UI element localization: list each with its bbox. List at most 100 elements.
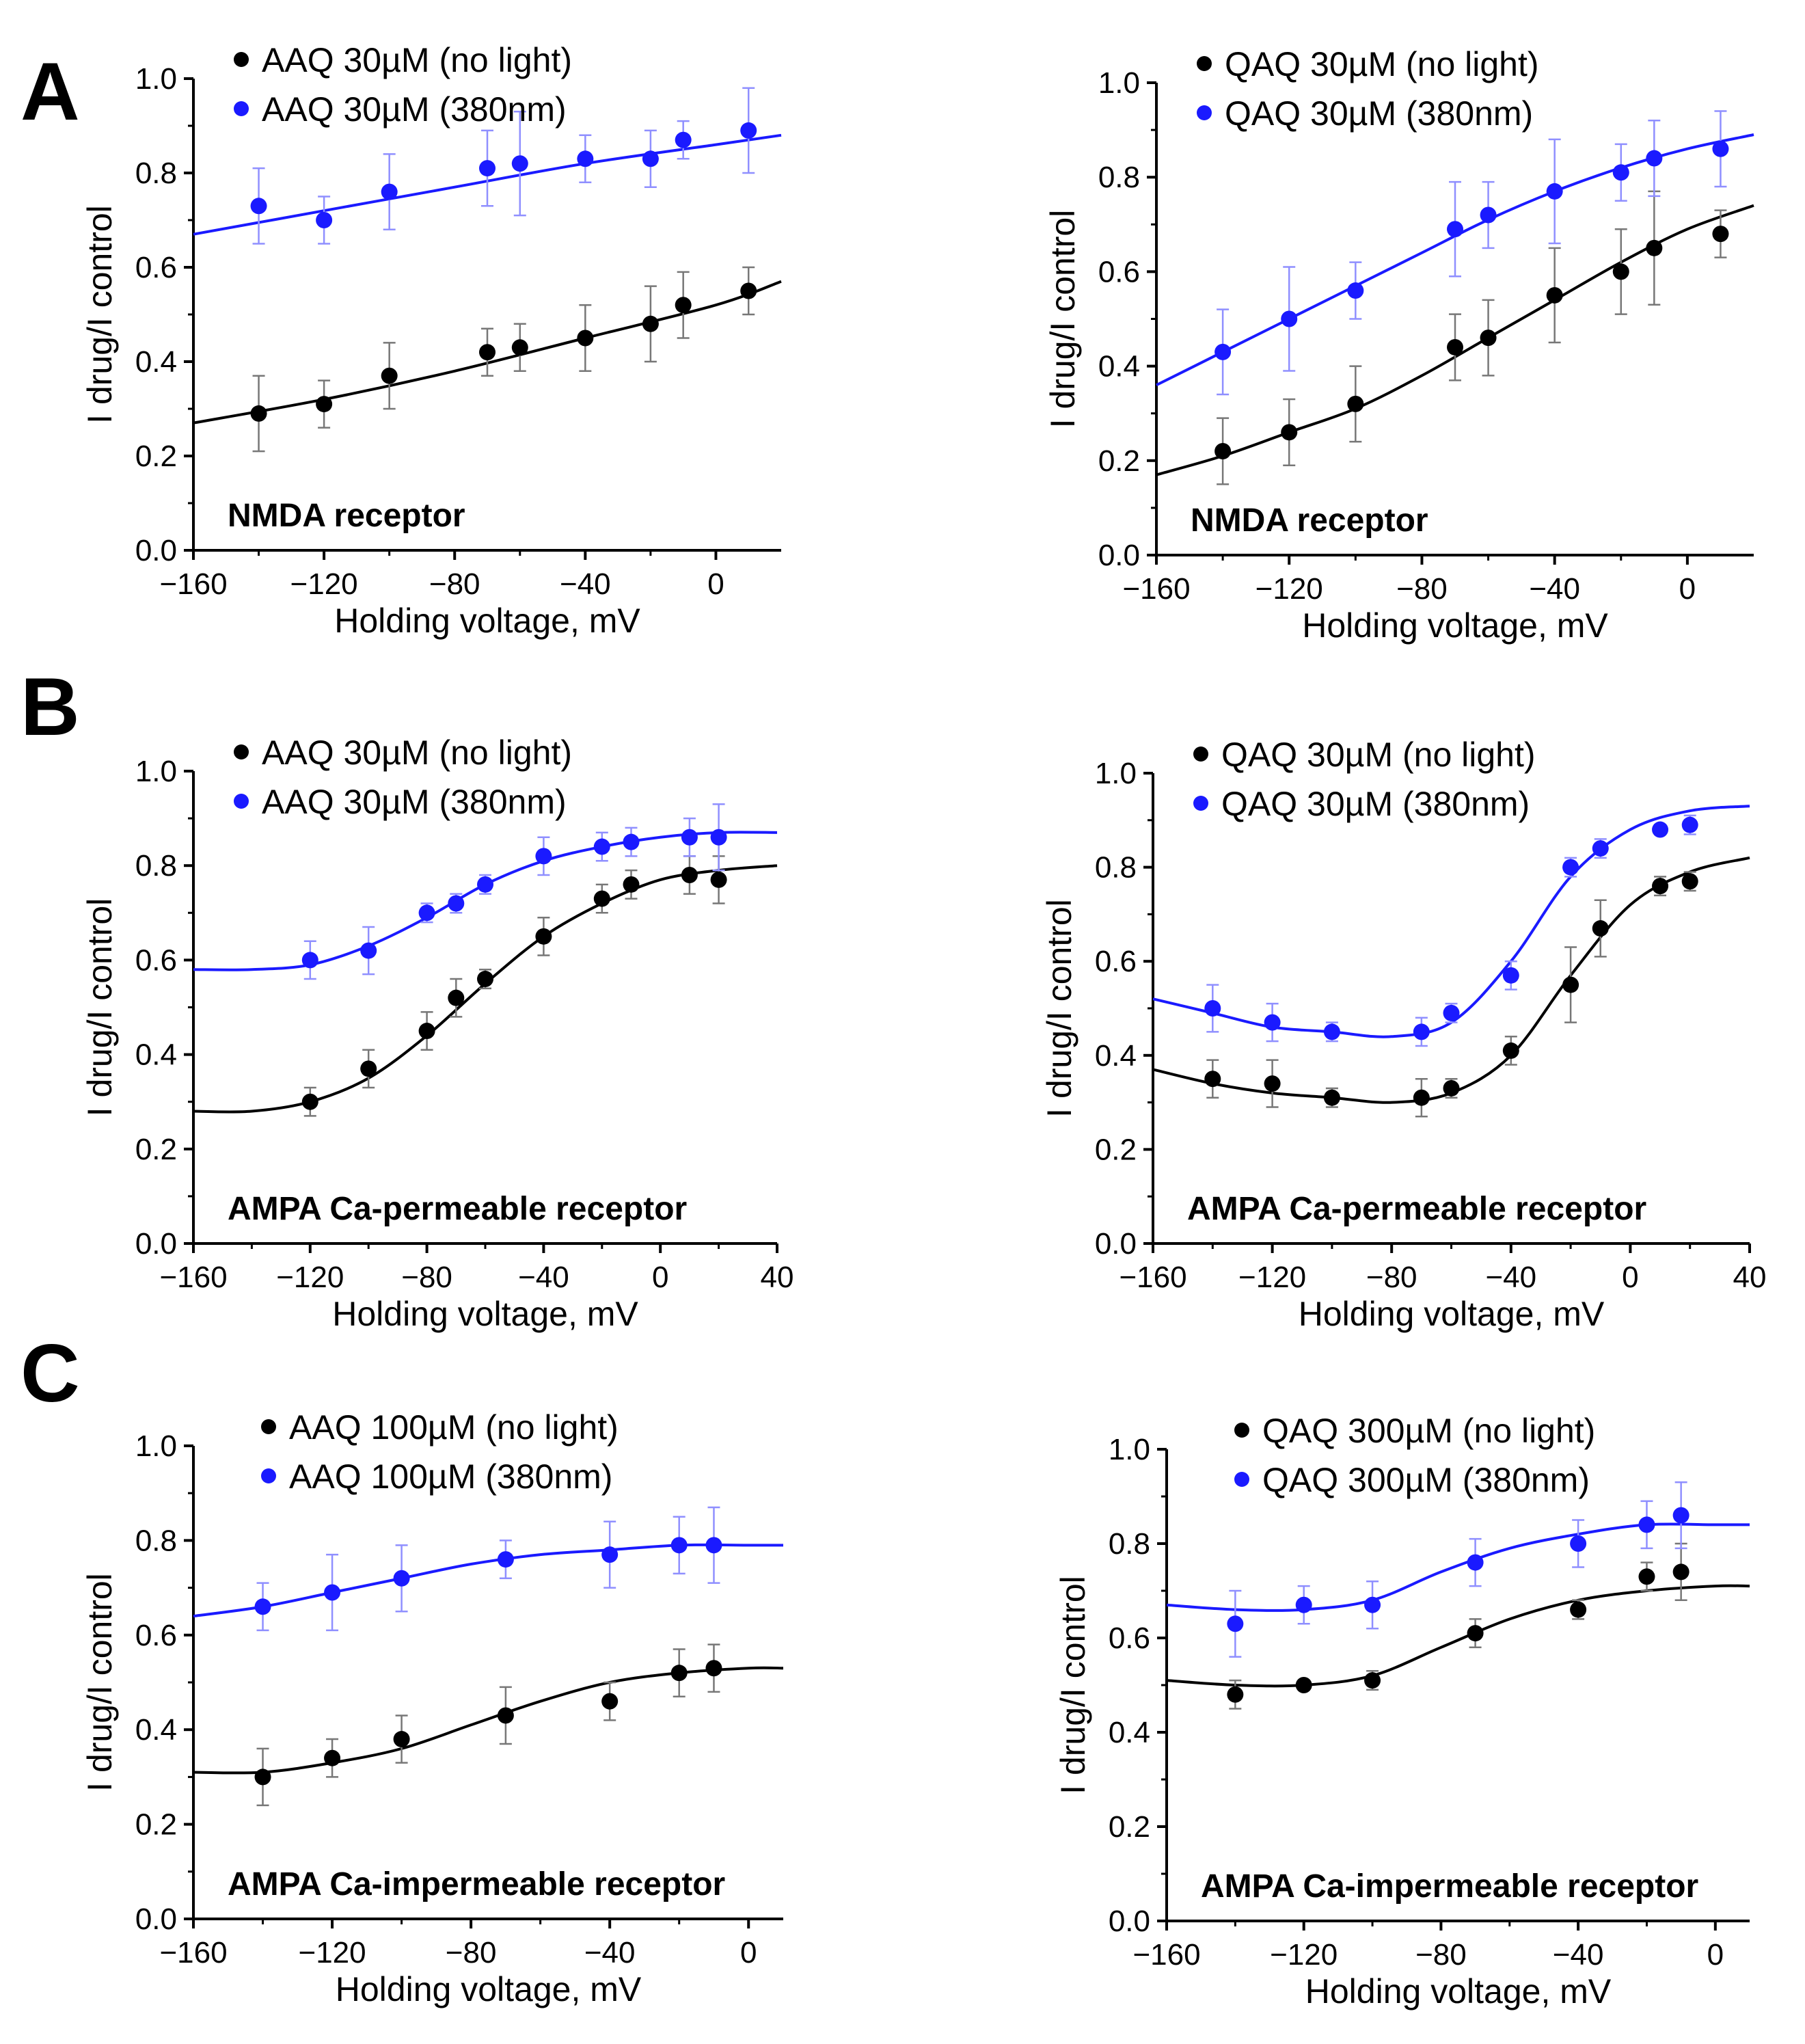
data-point xyxy=(1592,920,1609,937)
data-point xyxy=(675,131,692,148)
data-point xyxy=(1546,183,1563,200)
legend-marker xyxy=(234,744,249,759)
y-tick-label: 0.6 xyxy=(1109,1622,1150,1655)
legend-marker xyxy=(234,52,249,67)
data-point xyxy=(497,1707,514,1724)
data-point xyxy=(1652,878,1669,895)
y-tick-label: 1.0 xyxy=(135,755,177,788)
x-tick-label: −160 xyxy=(1132,1938,1200,1972)
x-tick-label: −160 xyxy=(1122,572,1190,606)
data-point xyxy=(1672,1563,1689,1581)
legend-marker xyxy=(1234,1472,1249,1487)
data-point xyxy=(1323,1089,1340,1106)
data-point xyxy=(601,1693,619,1710)
data-point xyxy=(623,833,640,850)
data-point xyxy=(642,315,659,332)
x-tick-label: −120 xyxy=(290,567,358,601)
x-tick-label: −160 xyxy=(159,567,227,601)
y-tick-label: 0.6 xyxy=(135,251,177,284)
x-tick-label: −80 xyxy=(1366,1261,1417,1294)
data-point xyxy=(418,1023,435,1040)
y-tick-label: 1.0 xyxy=(1109,1433,1150,1466)
receptor-annotation: AMPA Ca-permeable receptor xyxy=(228,1191,687,1227)
data-point xyxy=(316,396,333,413)
fit-curve xyxy=(1152,856,1750,1104)
fit-curve xyxy=(1166,1584,1750,1688)
legend-marker xyxy=(1234,1423,1249,1438)
y-tick-label: 0.8 xyxy=(135,1524,177,1557)
data-point xyxy=(710,829,727,846)
legend-label: QAQ 30µM (380nm) xyxy=(1225,94,1533,133)
data-point xyxy=(448,895,465,912)
y-tick-label: 0.2 xyxy=(1095,1133,1137,1166)
data-point xyxy=(1467,1625,1484,1642)
series-380nm: AAQ 100µM (380nm) xyxy=(193,1457,783,1632)
x-tick-label: −80 xyxy=(401,1261,452,1294)
series-no-light: QAQ 30µM (no light) xyxy=(1152,736,1750,1118)
data-point xyxy=(675,297,692,314)
x-tick-label: 0 xyxy=(1679,572,1696,606)
data-point xyxy=(1347,395,1364,412)
y-tick-label: 0.6 xyxy=(1098,255,1140,288)
fit-curve xyxy=(1166,1522,1750,1612)
legend-label: AAQ 30µM (380nm) xyxy=(262,90,567,129)
data-point xyxy=(418,904,435,922)
x-axis-label: Holding voltage, mV xyxy=(332,1295,638,1333)
chart-5: 0.0 0.2 0.4 0.6 0.8 1.0 −160 −120 −80 −40 0 Holding… xyxy=(81,1408,784,2008)
data-point xyxy=(381,367,398,384)
legend-label: AAQ 100µM (no light) xyxy=(289,1408,619,1447)
data-point xyxy=(535,928,552,945)
data-point xyxy=(1546,286,1563,304)
data-point xyxy=(1681,816,1698,833)
data-point xyxy=(324,1749,341,1766)
legend-label: QAQ 30µM (380nm) xyxy=(1221,785,1530,823)
data-point xyxy=(360,1060,377,1077)
data-point xyxy=(1712,226,1729,243)
data-point xyxy=(670,1665,688,1682)
receptor-annotation: AMPA Ca-permeable receptor xyxy=(1187,1191,1646,1227)
x-tick-label: −40 xyxy=(1485,1261,1536,1294)
x-tick-label: 0 xyxy=(707,567,724,601)
x-tick-label: −160 xyxy=(159,1936,227,1969)
y-tick-label: 0.2 xyxy=(135,1133,177,1166)
data-point xyxy=(511,155,528,172)
series-380nm: AAQ 30µM (380nm) xyxy=(193,783,778,980)
data-point xyxy=(577,330,594,347)
data-point xyxy=(1364,1596,1381,1613)
x-tick-label: −80 xyxy=(446,1936,497,1969)
legend-label: QAQ 300µM (380nm) xyxy=(1262,1461,1590,1499)
y-tick-label: 0.2 xyxy=(135,440,177,473)
data-point xyxy=(1281,310,1298,327)
legend-label: QAQ 30µM (no light) xyxy=(1221,736,1536,774)
data-point xyxy=(1467,1554,1484,1571)
y-tick-label: 1.0 xyxy=(135,62,177,96)
data-point xyxy=(705,1537,722,1554)
data-point xyxy=(740,122,757,139)
x-tick-label: 0 xyxy=(1707,1938,1724,1972)
y-axis-label: I drug/I control xyxy=(81,898,119,1117)
y-tick-label: 0.2 xyxy=(1098,444,1140,478)
y-tick-label: 0.2 xyxy=(135,1808,177,1842)
legend-label: AAQ 30µM (380nm) xyxy=(262,783,567,821)
data-point xyxy=(250,198,267,215)
data-point xyxy=(593,838,610,855)
x-tick-label: −40 xyxy=(584,1936,636,1969)
data-point xyxy=(1264,1014,1281,1031)
y-tick-label: 1.0 xyxy=(135,1429,177,1463)
legend-marker xyxy=(1197,105,1212,120)
data-point xyxy=(1204,1000,1221,1017)
x-axis-label: Holding voltage, mV xyxy=(334,602,640,640)
data-point xyxy=(393,1570,410,1587)
legend-marker xyxy=(234,794,249,809)
data-point xyxy=(393,1731,410,1748)
data-point xyxy=(1447,338,1463,355)
data-point xyxy=(477,971,493,988)
x-tick-label: −40 xyxy=(518,1261,569,1294)
x-tick-label: −160 xyxy=(1119,1261,1186,1294)
data-point xyxy=(740,282,757,299)
data-point xyxy=(705,1660,722,1677)
data-point xyxy=(316,212,333,228)
x-tick-label: −80 xyxy=(1396,572,1448,606)
x-tick-label: −160 xyxy=(159,1261,227,1294)
data-point xyxy=(1502,1042,1519,1059)
